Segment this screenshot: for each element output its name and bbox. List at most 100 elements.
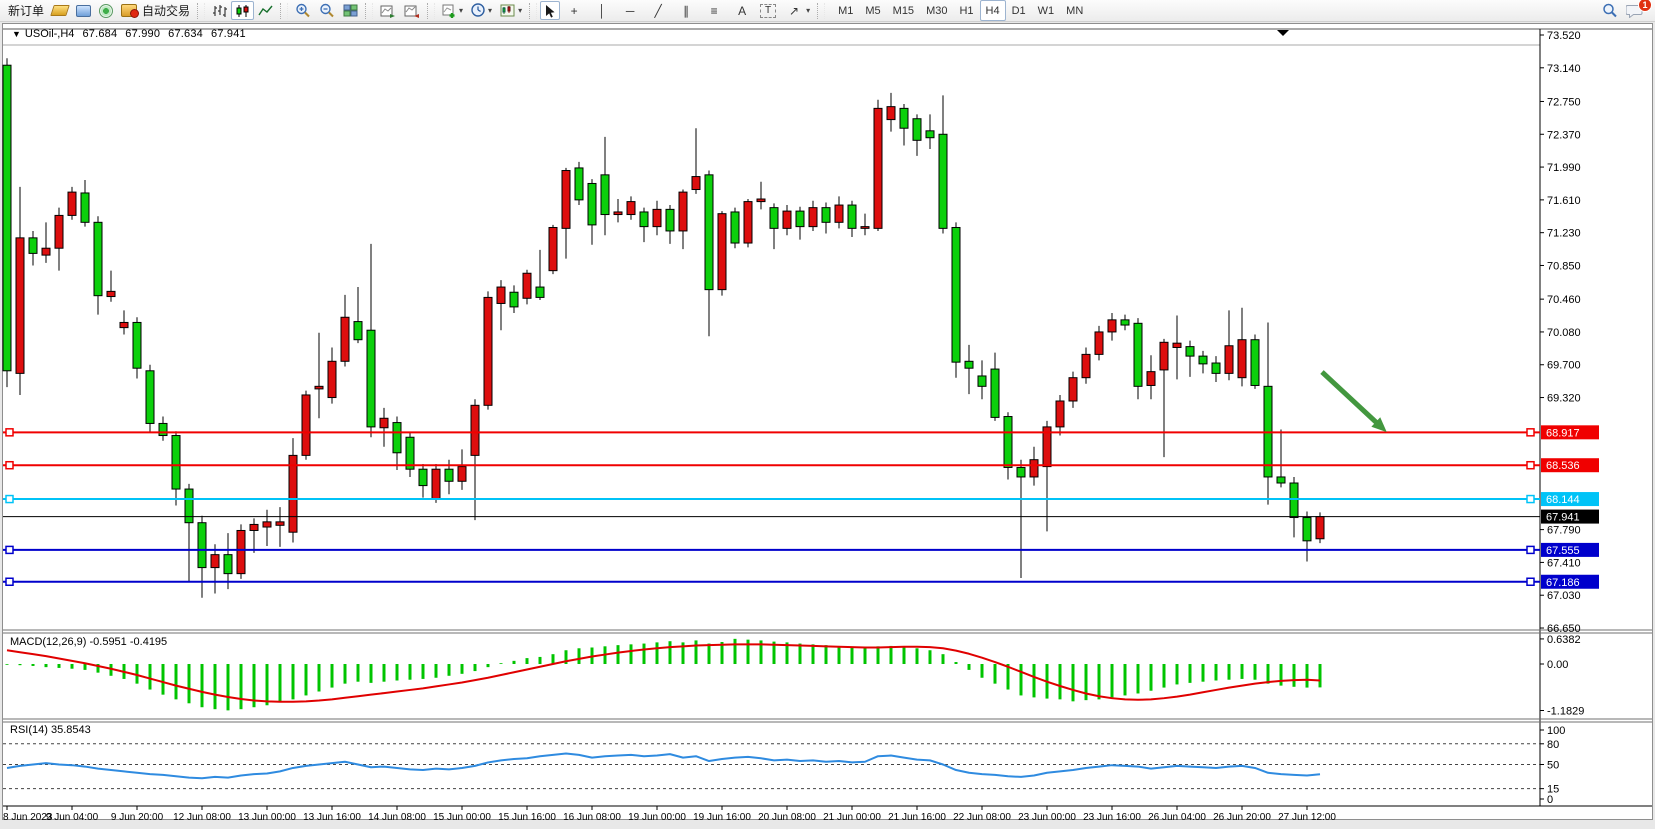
candle-body: [509, 291, 519, 308]
line-handle[interactable]: [5, 460, 14, 470]
search-button[interactable]: [1598, 1, 1622, 20]
tile-windows-button[interactable]: [339, 1, 362, 20]
periods-button[interactable]: ▾: [467, 1, 496, 20]
candlestick-mode-button[interactable]: [231, 1, 255, 20]
line-handle[interactable]: [5, 577, 14, 587]
trend-arrow-annotation[interactable]: [1320, 370, 1380, 426]
price-line-badge: [1541, 425, 1599, 440]
text-tool[interactable]: A: [728, 1, 756, 20]
candle-body: [964, 360, 974, 369]
candle-body: [743, 201, 753, 244]
zoom-in-button[interactable]: [291, 1, 315, 20]
line-handle[interactable]: [1526, 577, 1535, 587]
candle-body: [886, 106, 896, 121]
chart-low-value: 67.634: [168, 28, 204, 40]
price-tick-label: 69.700: [1547, 360, 1581, 372]
rsi-scale-label: 100: [1547, 725, 1565, 737]
candle-body: [171, 435, 181, 490]
macd-label-row: MACD(12,26,9) -0.5951 -0.4195: [10, 636, 167, 648]
candle-body: [1172, 342, 1182, 348]
candle-body: [210, 554, 220, 569]
chart-title: ▼ USOil-,H4 67.684 67.990 67.634 67.941: [12, 28, 246, 40]
candle-body: [704, 174, 714, 291]
chart-shift-button[interactable]: [400, 1, 424, 20]
line-chart-mode-button[interactable]: [254, 1, 277, 20]
time-tick-label: 21 Jun 00:00: [823, 812, 881, 823]
auto-scroll-button[interactable]: [376, 1, 400, 20]
candle-body: [990, 368, 1000, 418]
candle-body: [574, 167, 584, 201]
line-handle[interactable]: [5, 494, 14, 504]
price-line-badge-label: 67.555: [1546, 545, 1580, 557]
notifications-button[interactable]: 1: [1622, 0, 1652, 20]
chart-shift-icon: [404, 5, 420, 18]
macd-signal-value: -0.4195: [129, 636, 168, 648]
candle-body: [93, 221, 103, 297]
indicators-button[interactable]: ▾: [438, 1, 467, 20]
templates-button[interactable]: ▾: [496, 1, 526, 20]
time-tick-label: 26 Jun 04:00: [1148, 812, 1206, 823]
chart-menu-icon[interactable]: ▼: [12, 29, 21, 39]
cursor-tool[interactable]: [540, 1, 561, 20]
crosshair-tool[interactable]: +: [560, 1, 588, 20]
zoom-out-button[interactable]: [315, 1, 339, 20]
arrows-tool[interactable]: ↗ ▾: [780, 1, 814, 20]
candle-body: [314, 385, 324, 390]
timeframe-mn-button[interactable]: MN: [1066, 4, 1084, 17]
timeframe-m30-button[interactable]: M30: [926, 4, 948, 17]
candle-body: [15, 237, 25, 374]
timeframe-m5-button[interactable]: M5: [865, 4, 881, 17]
new-chart-button[interactable]: [48, 1, 72, 20]
signals-button[interactable]: [95, 1, 117, 20]
timeframe-h1-button[interactable]: H1: [959, 4, 974, 17]
line-handle[interactable]: [5, 545, 14, 555]
line-handle[interactable]: [1526, 545, 1535, 555]
timeframe-m1-button[interactable]: M1: [838, 4, 854, 17]
time-tick-label: 27 Jun 12:00: [1278, 812, 1336, 823]
chart-symbol-period: USOil-,H4: [24, 28, 75, 40]
candle-body: [158, 422, 168, 437]
notification-badge: 1: [1638, 0, 1652, 12]
line-handle[interactable]: [1526, 428, 1535, 437]
horizontal-line-tool[interactable]: ─: [616, 1, 644, 20]
candle-body: [249, 523, 259, 531]
candle-body: [119, 321, 129, 329]
fibonacci-tool[interactable]: ≡: [700, 1, 728, 20]
bar-chart-mode-button[interactable]: [208, 1, 231, 20]
auto-trading-button[interactable]: 自动交易: [117, 1, 194, 20]
candle-body: [444, 468, 454, 482]
market-watch-button[interactable]: [72, 1, 95, 20]
candle-body: [873, 107, 883, 229]
candle-body: [938, 133, 948, 229]
price-line-badge-label: 68.917: [1546, 427, 1580, 439]
line-handle[interactable]: [5, 428, 14, 437]
price-tick-label: 72.370: [1547, 129, 1581, 141]
timeframe-w1-button[interactable]: W1: [1037, 4, 1055, 17]
price-line-badge-label: 67.186: [1546, 577, 1580, 589]
chart-shift-marker-icon[interactable]: [1277, 30, 1289, 36]
price-line-badge: [1541, 458, 1599, 473]
arrows-tool-icon: ↗: [789, 3, 800, 18]
candle-body: [353, 321, 363, 341]
price-tick-label: 70.850: [1547, 260, 1581, 272]
candle-body: [1055, 400, 1065, 428]
equidistant-channel-tool[interactable]: ∥: [672, 1, 700, 20]
dropdown-caret-icon: ▾: [806, 6, 811, 15]
candle-body: [132, 321, 142, 369]
line-handle[interactable]: [1526, 460, 1535, 470]
timeframe-h4-button[interactable]: H4: [979, 0, 1006, 21]
candle-body: [1029, 459, 1039, 478]
label-tool[interactable]: T: [756, 1, 780, 20]
vertical-line-tool[interactable]: │: [588, 1, 616, 20]
price-line-badge: [1541, 509, 1599, 524]
candle-body: [457, 466, 467, 482]
rsi-label-row: RSI(14) 35.8543: [10, 724, 91, 736]
trendline-tool[interactable]: ╱: [644, 1, 672, 20]
timeframe-m15-button[interactable]: M15: [892, 4, 915, 17]
price-tick-label: 70.460: [1547, 294, 1581, 306]
line-handle[interactable]: [1526, 494, 1535, 504]
candle-body: [1068, 377, 1078, 402]
new-order-button[interactable]: 新订单: [4, 1, 48, 20]
price-line-badge-label: 68.144: [1546, 494, 1580, 506]
timeframe-d1-button[interactable]: D1: [1011, 4, 1026, 17]
